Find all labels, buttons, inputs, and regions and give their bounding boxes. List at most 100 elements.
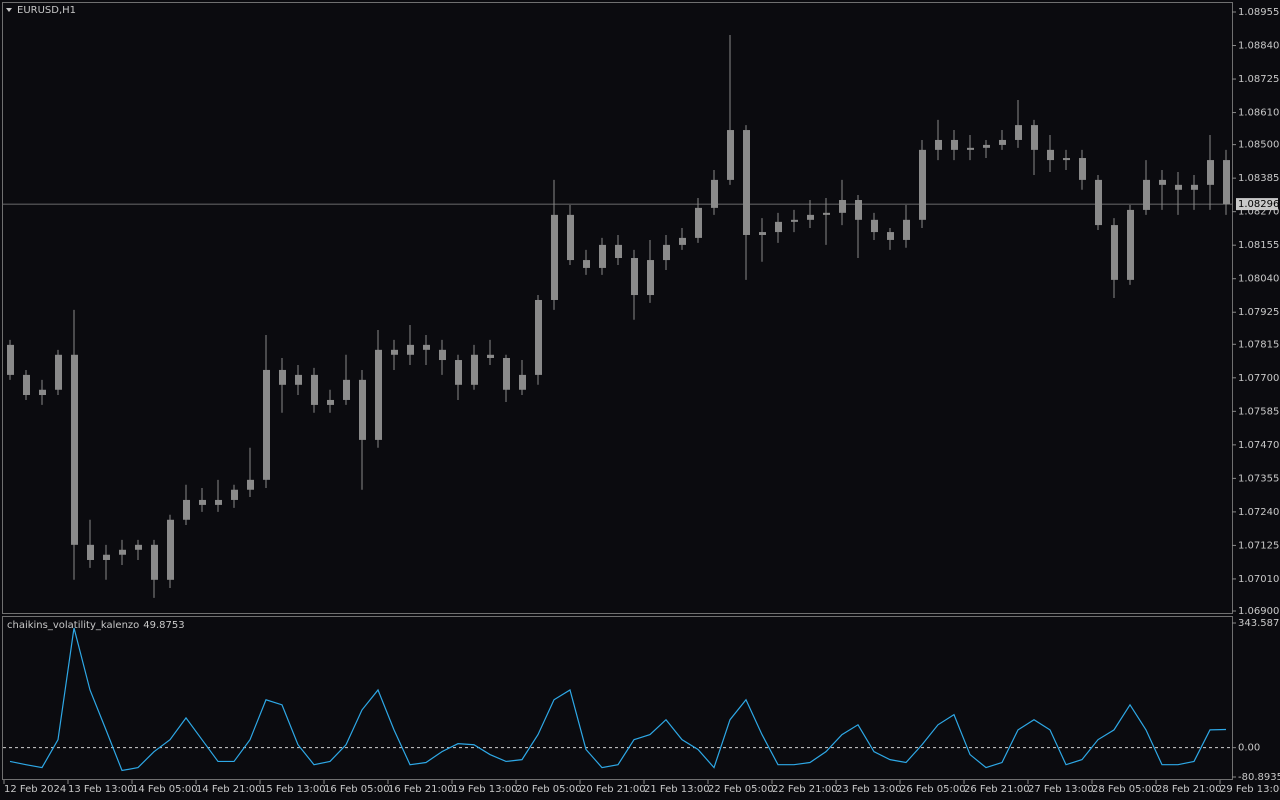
candle-body: [183, 499, 190, 520]
candle-body: [1191, 184, 1198, 190]
candle-body: [935, 139, 942, 150]
candle-body: [1015, 125, 1022, 140]
y-tick-label: 1.07585: [1238, 406, 1279, 417]
candle-body: [199, 499, 206, 505]
candle-body: [903, 219, 910, 240]
candle-body: [695, 207, 702, 238]
candle-body: [743, 130, 750, 235]
candle-body: [1095, 179, 1102, 226]
candle-body: [407, 344, 414, 355]
candle-body: [103, 554, 110, 560]
y-tick-label: 1.07700: [1238, 373, 1279, 384]
candle-body: [999, 139, 1006, 145]
candle-body: [311, 374, 318, 405]
candle-body: [167, 519, 174, 580]
candle-body: [519, 374, 526, 390]
y-tick-label: 0.00: [1238, 743, 1260, 754]
candle-body: [583, 260, 590, 268]
candle-body: [455, 360, 462, 385]
candle-body: [823, 212, 830, 215]
indicator-panel: [2, 616, 1233, 780]
candle-body: [967, 147, 974, 150]
y-tick-label: 343.5877: [1238, 618, 1280, 629]
x-tick-label: 14 Feb 21:00: [196, 784, 262, 795]
candle-body: [1175, 184, 1182, 190]
candle-body: [615, 244, 622, 259]
candle-body: [1111, 225, 1118, 280]
candle-body: [375, 349, 382, 440]
candle-body: [711, 179, 718, 208]
candle-body: [887, 232, 894, 240]
candle-body: [391, 349, 398, 355]
symbol-title: EURUSD,H1: [17, 5, 76, 16]
x-tick-label: 14 Feb 05:00: [132, 784, 198, 795]
candle-body: [487, 354, 494, 358]
x-tick-label: 26 Feb 21:00: [964, 784, 1030, 795]
candle-body: [1223, 160, 1230, 205]
candle-body: [679, 237, 686, 245]
candle-body: [599, 244, 606, 268]
candle-body: [983, 144, 990, 148]
y-tick-label: 1.08385: [1238, 173, 1279, 184]
x-tick-label: 21 Feb 13:00: [644, 784, 710, 795]
x-tick-label: 27 Feb 13:00: [1028, 784, 1094, 795]
candle-body: [279, 369, 286, 385]
current-price-label: 1.08296: [1238, 199, 1279, 210]
x-tick-label: 23 Feb 13:00: [836, 784, 902, 795]
x-tick-label: 19 Feb 13:00: [452, 784, 518, 795]
candle-body: [7, 344, 14, 375]
y-tick-label: 1.08040: [1238, 274, 1279, 285]
menu-arrow[interactable]: [6, 8, 12, 12]
candle-body: [1207, 160, 1214, 185]
candle-body: [919, 149, 926, 220]
candle-body: [1127, 209, 1134, 280]
x-tick-label: 29 Feb 13:00: [1220, 784, 1280, 795]
y-tick-label: 1.07355: [1238, 473, 1279, 484]
candle-body: [551, 214, 558, 300]
candle-body: [759, 232, 766, 235]
candle-body: [1159, 179, 1166, 185]
y-tick-label: 1.08155: [1238, 240, 1279, 251]
candle-body: [727, 130, 734, 180]
x-tick-label: 22 Feb 05:00: [708, 784, 774, 795]
candle-body: [1063, 158, 1070, 161]
candle-body: [1047, 149, 1054, 161]
y-tick-label: 1.08955: [1238, 7, 1279, 18]
y-tick-label: 1.08270: [1238, 207, 1279, 218]
candle-body: [663, 244, 670, 261]
y-tick-label: 1.08840: [1238, 41, 1279, 52]
candle-body: [215, 499, 222, 505]
indicator-line: [9, 627, 1227, 772]
y-tick-label: -80.8935: [1238, 772, 1280, 783]
y-tick-label: 1.07925: [1238, 307, 1279, 318]
x-tick-label: 13 Feb 13:00: [68, 784, 134, 795]
y-tick-label: 1.06900: [1238, 606, 1279, 617]
current-price-box: [1236, 198, 1278, 211]
y-tick-label: 1.07240: [1238, 507, 1279, 518]
candle-body: [439, 349, 446, 361]
candle-body: [951, 139, 958, 150]
price-panel: [2, 2, 1233, 614]
y-tick-label: 1.07125: [1238, 540, 1279, 551]
candle-body: [119, 549, 126, 555]
x-tick-label: 26 Feb 05:00: [900, 784, 966, 795]
candle-body: [1143, 179, 1150, 210]
candle-body: [39, 389, 46, 396]
indicator-title: chaikins_volatility_kalenzo 49.8753: [7, 620, 185, 631]
candle-body: [343, 379, 350, 400]
candle-body: [359, 379, 366, 440]
candle-body: [423, 344, 430, 350]
candle-body: [263, 369, 270, 480]
candle-body: [151, 544, 158, 580]
candle-body: [567, 214, 574, 261]
y-tick-label: 1.08610: [1238, 108, 1279, 119]
x-tick-label: 15 Feb 13:00: [260, 784, 326, 795]
x-tick-label: 22 Feb 21:00: [772, 784, 838, 795]
candle-body: [503, 357, 510, 390]
indicator-name: chaikins_volatility_kalenzo: [7, 620, 139, 631]
candle-body: [23, 374, 30, 396]
candle-body: [1031, 125, 1038, 150]
y-tick-label: 1.08725: [1238, 74, 1279, 85]
